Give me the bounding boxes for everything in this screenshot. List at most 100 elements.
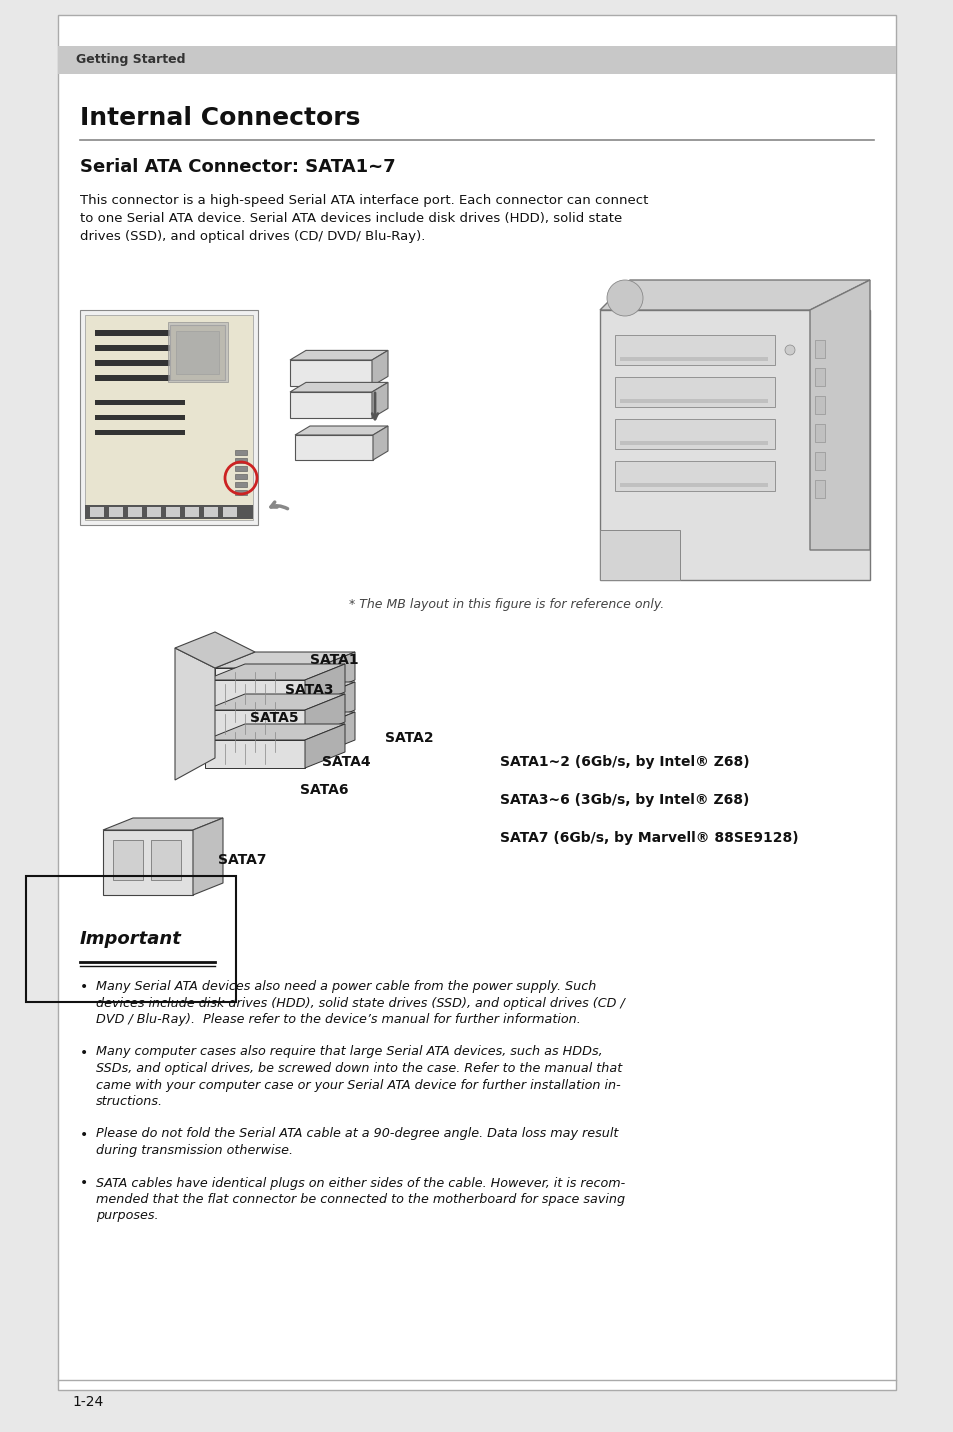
Polygon shape [305, 695, 345, 737]
Text: SATA1: SATA1 [310, 653, 358, 667]
Text: purposes.: purposes. [96, 1210, 158, 1223]
Bar [95, 430, 185, 435]
Bar [619, 357, 767, 361]
Bar [151, 841, 181, 881]
Bar [615, 335, 774, 365]
Bar [234, 490, 247, 495]
Bar [85, 505, 253, 518]
Text: SATA2: SATA2 [385, 730, 434, 745]
Text: SATA1~2 (6Gb/s, by Intel® Z68): SATA1~2 (6Gb/s, by Intel® Z68) [499, 755, 749, 769]
Bar [814, 339, 824, 358]
Text: SATA5: SATA5 [250, 712, 298, 725]
Text: structions.: structions. [96, 1095, 163, 1108]
Circle shape [784, 345, 794, 355]
Polygon shape [599, 281, 869, 309]
Text: mended that the flat connector be connected to the motherboard for space saving: mended that the flat connector be connec… [96, 1193, 624, 1206]
Polygon shape [373, 425, 388, 460]
Text: Getting Started: Getting Started [76, 53, 185, 66]
Bar [615, 461, 774, 491]
Polygon shape [214, 697, 314, 726]
Bar [599, 309, 869, 580]
Polygon shape [205, 740, 305, 768]
Polygon shape [294, 435, 373, 460]
Bar [619, 400, 767, 402]
Text: SSDs, and optical drives, be screwed down into the case. Refer to the manual tha: SSDs, and optical drives, be screwed dow… [96, 1063, 621, 1075]
Bar [166, 507, 180, 517]
Polygon shape [305, 725, 345, 768]
Bar [814, 480, 824, 498]
Bar [619, 483, 767, 487]
Text: Serial ATA Connector: SATA1~7: Serial ATA Connector: SATA1~7 [80, 158, 395, 176]
Bar [204, 507, 218, 517]
Text: •: • [80, 1177, 89, 1190]
Bar [103, 831, 193, 895]
Bar [234, 458, 247, 463]
Polygon shape [214, 667, 314, 696]
Text: 1-24: 1-24 [71, 1395, 103, 1409]
Bar [814, 397, 824, 414]
Bar [185, 507, 199, 517]
Polygon shape [314, 682, 355, 726]
Polygon shape [372, 351, 388, 387]
Text: SATA6: SATA6 [299, 783, 348, 798]
Bar [95, 415, 185, 420]
Bar [58, 14, 895, 1390]
Text: Many Serial ATA devices also need a power cable from the power supply. Such: Many Serial ATA devices also need a powe… [96, 979, 596, 992]
Bar [90, 507, 104, 517]
Text: SATA3~6 (3Gb/s, by Intel® Z68): SATA3~6 (3Gb/s, by Intel® Z68) [499, 793, 749, 808]
Polygon shape [294, 425, 388, 435]
Polygon shape [205, 725, 345, 740]
Text: Important: Important [80, 929, 182, 948]
Bar [95, 329, 214, 337]
Text: SATA7: SATA7 [218, 853, 266, 866]
Bar [109, 507, 123, 517]
Polygon shape [205, 710, 305, 737]
Bar [80, 309, 257, 526]
Bar [128, 507, 142, 517]
Text: •: • [80, 1045, 89, 1060]
Text: Internal Connectors: Internal Connectors [80, 106, 360, 130]
Text: SATA3: SATA3 [285, 683, 334, 697]
Text: devices include disk drives (HDD), solid state drives (SSD), and optical drives : devices include disk drives (HDD), solid… [96, 997, 624, 1010]
Bar [223, 507, 236, 517]
Text: •: • [80, 1127, 89, 1141]
Bar [170, 325, 225, 379]
Polygon shape [314, 652, 355, 696]
Polygon shape [290, 392, 372, 418]
Text: came with your computer case or your Serial ATA device for further installation : came with your computer case or your Ser… [96, 1078, 620, 1091]
Bar [95, 375, 214, 381]
Bar [95, 359, 214, 367]
Bar [95, 400, 185, 405]
Bar [112, 841, 143, 881]
Bar [95, 345, 214, 351]
Text: DVD / Blu-Ray).  Please refer to the device’s manual for further information.: DVD / Blu-Ray). Please refer to the devi… [96, 1012, 580, 1025]
Polygon shape [214, 652, 355, 667]
Polygon shape [174, 649, 214, 780]
Polygon shape [103, 818, 223, 831]
Polygon shape [205, 680, 305, 707]
Polygon shape [372, 382, 388, 418]
Polygon shape [205, 664, 345, 680]
Text: during transmission otherwise.: during transmission otherwise. [96, 1144, 293, 1157]
Bar [814, 453, 824, 470]
Bar [168, 322, 228, 382]
Bar [599, 530, 679, 580]
Bar [234, 483, 247, 487]
Bar [234, 474, 247, 478]
Text: drives (SSD), and optical drives (CD/ DVD/ Blu-Ray).: drives (SSD), and optical drives (CD/ DV… [80, 231, 425, 243]
Bar [814, 424, 824, 442]
Bar [234, 450, 247, 455]
Text: Please do not fold the Serial ATA cable at a 90-degree angle. Data loss may resu: Please do not fold the Serial ATA cable … [96, 1127, 618, 1140]
Polygon shape [314, 712, 355, 756]
Bar [58, 46, 895, 74]
Text: to one Serial ATA device. Serial ATA devices include disk drives (HDD), solid st: to one Serial ATA device. Serial ATA dev… [80, 212, 621, 225]
Circle shape [606, 281, 642, 316]
Text: This connector is a high-speed Serial ATA interface port. Each connector can con: This connector is a high-speed Serial AT… [80, 193, 648, 208]
Text: SATA4: SATA4 [322, 755, 370, 769]
Text: SATA cables have identical plugs on either sides of the cable. However, it is re: SATA cables have identical plugs on eith… [96, 1177, 624, 1190]
Polygon shape [214, 727, 314, 756]
Text: SATA7 (6Gb/s, by Marvell® 88SE9128): SATA7 (6Gb/s, by Marvell® 88SE9128) [499, 831, 798, 845]
Polygon shape [214, 712, 355, 727]
Polygon shape [290, 359, 372, 387]
Bar [147, 507, 161, 517]
